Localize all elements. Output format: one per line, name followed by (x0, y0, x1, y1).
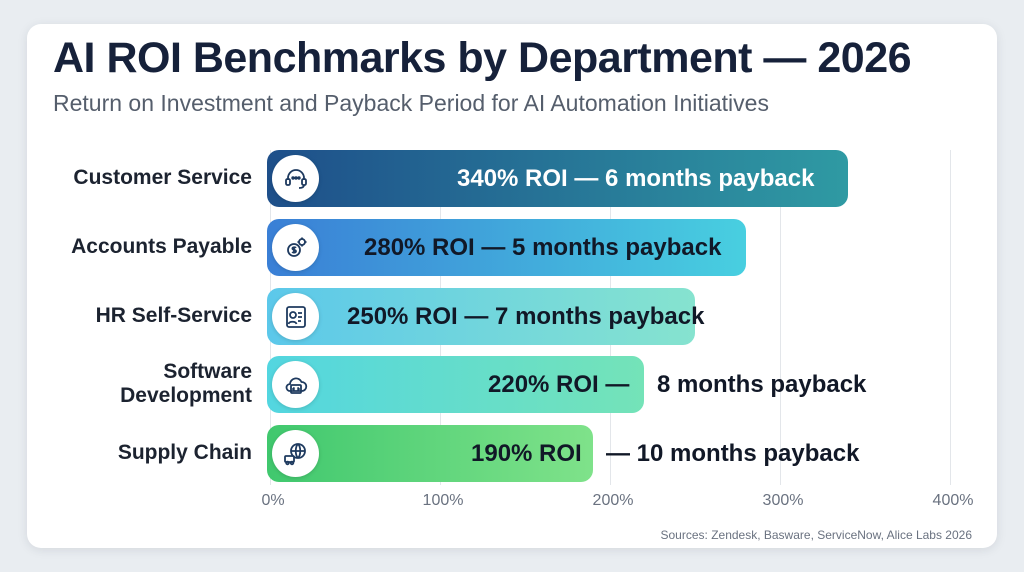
x-tick-label: 0% (261, 492, 285, 509)
x-tick-label: 300% (762, 492, 804, 509)
bar-payback-label: 8 months payback (657, 371, 867, 398)
bar (267, 425, 593, 482)
bar-value-label: 280% ROI — 5 months payback (364, 234, 722, 261)
category-label: Software Development (120, 360, 252, 407)
dollar-gear-icon (272, 224, 319, 271)
x-tick-label: 200% (592, 492, 634, 509)
bar (267, 356, 644, 413)
bar-value-label: 220% ROI — (488, 371, 630, 398)
globe-truck-icon (272, 430, 319, 477)
id-badge-icon (272, 293, 319, 340)
category-label: Supply Chain (117, 441, 252, 464)
bar (267, 219, 746, 276)
bar (267, 288, 695, 345)
category-label: HR Self-Service (95, 304, 252, 327)
category-label: Customer Service (73, 166, 252, 189)
gridline (950, 150, 951, 485)
chart-title: AI ROI Benchmarks by Department — 2026 (53, 34, 912, 82)
bar (267, 150, 848, 207)
bar-value-label: 190% ROI (471, 440, 582, 467)
gridline (780, 150, 781, 485)
cloud-code-icon (272, 361, 319, 408)
source-note: Sources: Zendesk, Basware, ServiceNow, A… (660, 528, 973, 542)
x-tick-label: 400% (932, 492, 974, 509)
bar-value-label: 340% ROI — 6 months payback (457, 165, 815, 192)
chart-subtitle: Return on Investment and Payback Period … (53, 90, 769, 116)
headset-chat-icon (272, 155, 319, 202)
x-tick-label: 100% (422, 492, 464, 509)
bar-payback-label: — 10 months payback (606, 440, 860, 467)
bar-value-label: 250% ROI — 7 months payback (347, 303, 705, 330)
category-label: Accounts Payable (71, 235, 252, 258)
